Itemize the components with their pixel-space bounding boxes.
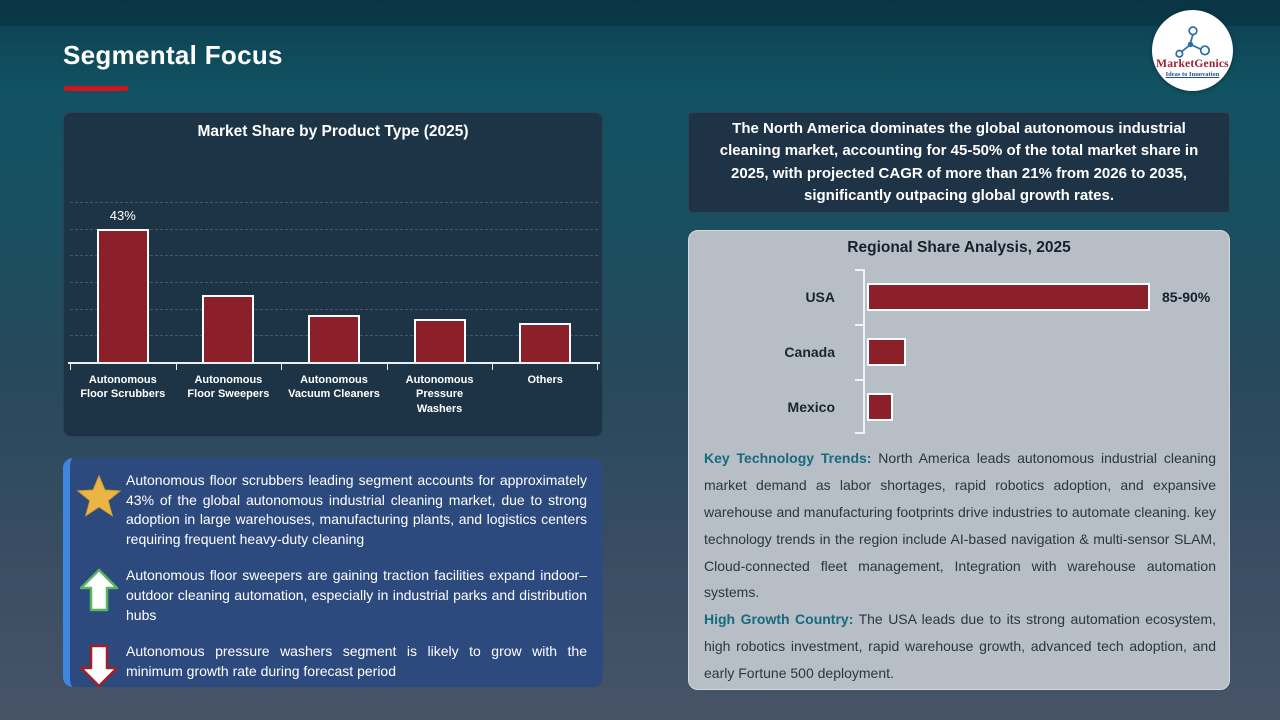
bar-data-label: 85-90%: [1162, 288, 1211, 305]
regional-chart-plot-area: USA 85-90% Canada Mexico: [689, 269, 1229, 434]
highlight-text: The North America dominates the global a…: [719, 119, 1199, 205]
key-technology-trends-body: North America leads autonomous industria…: [704, 450, 1216, 601]
gridline: [70, 229, 598, 230]
insight-text: Autonomous pressure washers segment is l…: [126, 643, 587, 679]
bar-column: [281, 202, 387, 362]
regional-analysis-panel: Regional Share Analysis, 2025 USA 85-90% C…: [688, 230, 1230, 690]
north-america-highlight-box: The North America dominates the global a…: [688, 112, 1230, 213]
axis-tick: [176, 364, 177, 370]
molecule-icon: [1174, 25, 1210, 58]
bar-column: [492, 202, 598, 362]
bar-data-label: 43%: [109, 208, 136, 223]
bar: [867, 282, 1150, 311]
bar: [96, 229, 149, 362]
gridline: [70, 202, 598, 203]
category-label: Others: [527, 374, 563, 386]
title-underline: [64, 86, 128, 91]
gridline: [70, 282, 598, 283]
high-growth-country-body: The USA leads due to its strong automati…: [704, 611, 1217, 681]
logo-brand-text: MarketGenics: [1156, 57, 1229, 70]
category-label: USA: [805, 288, 835, 305]
axis-tick: [597, 364, 598, 370]
insight-row-scrubbers: Autonomous floor scrubbers leading segme…: [72, 471, 593, 549]
regional-notes: Key Technology Trends: North America lea…: [704, 445, 1216, 687]
regional-chart-y-axis: [863, 269, 865, 434]
axis-tick: [281, 364, 282, 370]
insight-text: Autonomous floor sweepers are gaining tr…: [126, 567, 587, 623]
axis-tick: [855, 432, 863, 434]
company-logo: MarketGenics Ideas to Innovation: [1152, 10, 1233, 91]
category-label: Autonomous Floor Sweepers: [187, 374, 270, 401]
bar-column: 43%: [70, 202, 176, 362]
bar-column: [176, 202, 282, 362]
up-arrow-icon: [72, 566, 126, 612]
header-band: [0, 0, 1280, 26]
bar: [519, 323, 572, 362]
category-label: Mexico: [787, 398, 835, 415]
category-label: Autonomous Floor Scrubbers: [80, 374, 166, 401]
high-growth-country-paragraph: High Growth Country: The USA leads due t…: [704, 606, 1216, 687]
axis-tick: [855, 379, 863, 381]
bar: [413, 319, 466, 362]
product-chart-ticks: [70, 364, 598, 370]
axis-tick: [855, 324, 863, 326]
axis-tick: [387, 364, 388, 370]
insight-text: Autonomous floor scrubbers leading segme…: [126, 472, 587, 547]
axis-tick: [492, 364, 493, 370]
page-title: Segmental Focus: [63, 40, 283, 70]
gridline: [70, 309, 598, 310]
category-label: Autonomous Vacuum Cleaners: [288, 374, 380, 401]
star-icon: [72, 471, 126, 519]
insight-row-sweepers: Autonomous floor sweepers are gaining tr…: [72, 566, 593, 625]
bar: [307, 315, 360, 362]
product-chart-title: Market Share by Product Type (2025): [197, 123, 469, 140]
category-label: Canada: [784, 343, 835, 360]
gridline: [70, 255, 598, 256]
bar-column: [387, 202, 493, 362]
segment-insights-box: Autonomous floor scrubbers leading segme…: [63, 458, 603, 688]
product-share-chart: Market Share by Product Type (2025) 43% …: [63, 112, 603, 437]
high-growth-country-heading: High Growth Country:: [704, 611, 854, 628]
key-technology-trends-heading: Key Technology Trends:: [704, 450, 872, 466]
key-technology-trends-paragraph: Key Technology Trends: North America lea…: [704, 445, 1216, 606]
down-arrow-icon: [72, 642, 126, 688]
category-label: Autonomous Pressure Washers: [405, 374, 474, 415]
bar: [867, 337, 906, 366]
logo-tagline-text: Ideas to Innovation: [1165, 70, 1220, 78]
insight-row-pressure-washers: Autonomous pressure washers segment is l…: [72, 642, 593, 688]
bar: [202, 295, 255, 362]
product-chart-category-labels: Autonomous Floor Scrubbers Autonomous Flo…: [70, 373, 598, 416]
axis-tick: [70, 364, 71, 370]
product-chart-x-axis: [68, 362, 600, 364]
product-chart-plot-area: 43%: [70, 202, 598, 362]
regional-chart-title: Regional Share Analysis, 2025: [847, 239, 1071, 256]
bar: [867, 392, 893, 421]
axis-tick: [855, 269, 863, 271]
